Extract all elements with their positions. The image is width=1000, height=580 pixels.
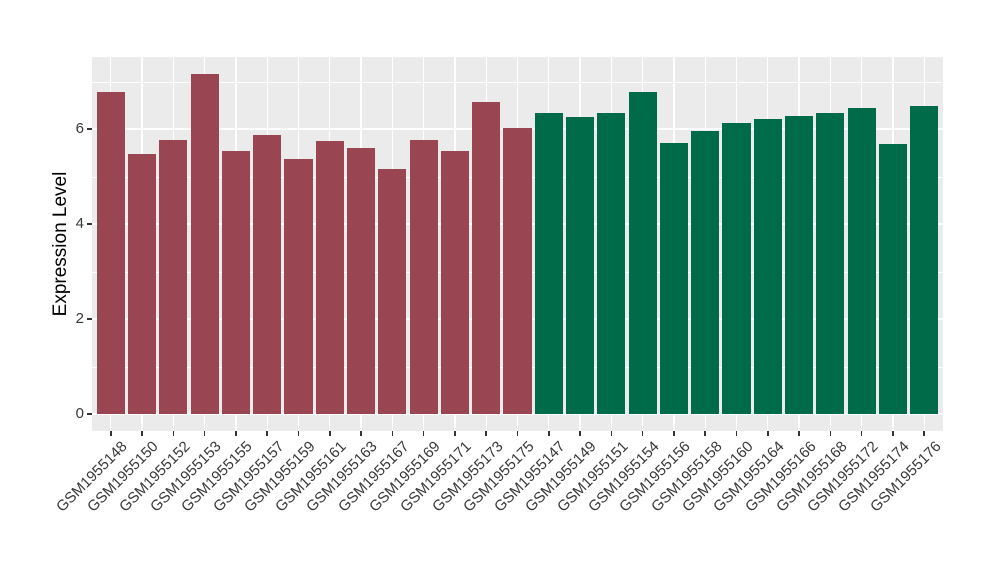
bar-GSM1955158 <box>691 130 720 414</box>
bar-GSM1955147 <box>534 112 563 414</box>
bar-GSM1955161 <box>315 141 344 414</box>
bar-GSM1955157 <box>253 134 282 414</box>
x-axis-tick <box>110 431 112 436</box>
y-tick-label: 0 <box>75 405 84 422</box>
bar-GSM1955148 <box>96 91 125 414</box>
x-axis-tick <box>172 431 175 436</box>
x-axis-tick <box>235 431 237 436</box>
x-axis-tick <box>892 431 894 436</box>
bar-GSM1955154 <box>628 92 657 414</box>
x-axis-tick <box>798 431 800 436</box>
x-axis-tick <box>548 431 550 436</box>
bar-GSM1955169 <box>409 139 438 414</box>
bar-GSM1955171 <box>440 150 469 414</box>
y-axis-title: Expression Level <box>50 171 71 317</box>
bar-GSM1955174 <box>878 144 908 414</box>
y-axis-tick <box>87 413 92 415</box>
x-axis-tick <box>767 431 769 436</box>
x-axis-tick <box>704 431 706 436</box>
y-axis-tick <box>87 223 92 225</box>
bar-GSM1955150 <box>127 153 157 414</box>
bar-GSM1955152 <box>159 140 188 414</box>
x-axis-tick <box>141 431 143 436</box>
bar-GSM1955155 <box>221 151 250 414</box>
x-axis-tick <box>422 431 425 436</box>
x-axis-tick <box>203 431 206 436</box>
bar-GSM1955163 <box>346 148 376 414</box>
x-axis-tick <box>454 431 456 436</box>
x-axis-tick <box>860 431 863 436</box>
bar-GSM1955153 <box>190 74 219 414</box>
x-axis-tick <box>266 431 268 436</box>
bar-GSM1955172 <box>847 108 876 414</box>
bar-GSM1955175 <box>503 128 532 414</box>
x-axis-tick <box>297 431 300 436</box>
y-axis-tick <box>87 128 92 130</box>
x-axis-tick <box>579 431 581 436</box>
gridline-major <box>92 413 943 415</box>
bar-GSM1955156 <box>659 143 688 414</box>
x-axis-tick <box>923 431 925 436</box>
bar-GSM1955160 <box>722 122 751 414</box>
plot-panel <box>92 57 943 431</box>
x-axis-tick <box>391 431 394 436</box>
y-tick-label: 4 <box>75 215 84 232</box>
x-axis-tick <box>516 431 519 436</box>
x-axis-tick <box>735 431 738 436</box>
gridline-minor <box>92 81 943 83</box>
x-axis-tick <box>829 431 832 436</box>
x-axis-tick <box>360 431 362 436</box>
y-tick-label: 2 <box>75 310 84 327</box>
x-axis-tick <box>610 431 613 436</box>
bar-GSM1955166 <box>785 116 814 414</box>
x-axis-tick <box>641 431 644 436</box>
x-axis-tick <box>329 431 331 436</box>
bar-GSM1955176 <box>910 105 939 414</box>
bar-GSM1955164 <box>753 118 782 414</box>
y-axis-tick <box>87 318 92 320</box>
bar-GSM1955151 <box>597 113 626 414</box>
bar-GSM1955167 <box>378 169 407 414</box>
bar-GSM1955149 <box>565 117 595 414</box>
bar-GSM1955173 <box>472 101 501 414</box>
x-axis-tick <box>485 431 487 436</box>
x-axis-tick <box>673 431 675 436</box>
bar-GSM1955168 <box>816 113 845 414</box>
y-tick-label: 6 <box>75 120 84 137</box>
bar-GSM1955159 <box>284 158 313 414</box>
